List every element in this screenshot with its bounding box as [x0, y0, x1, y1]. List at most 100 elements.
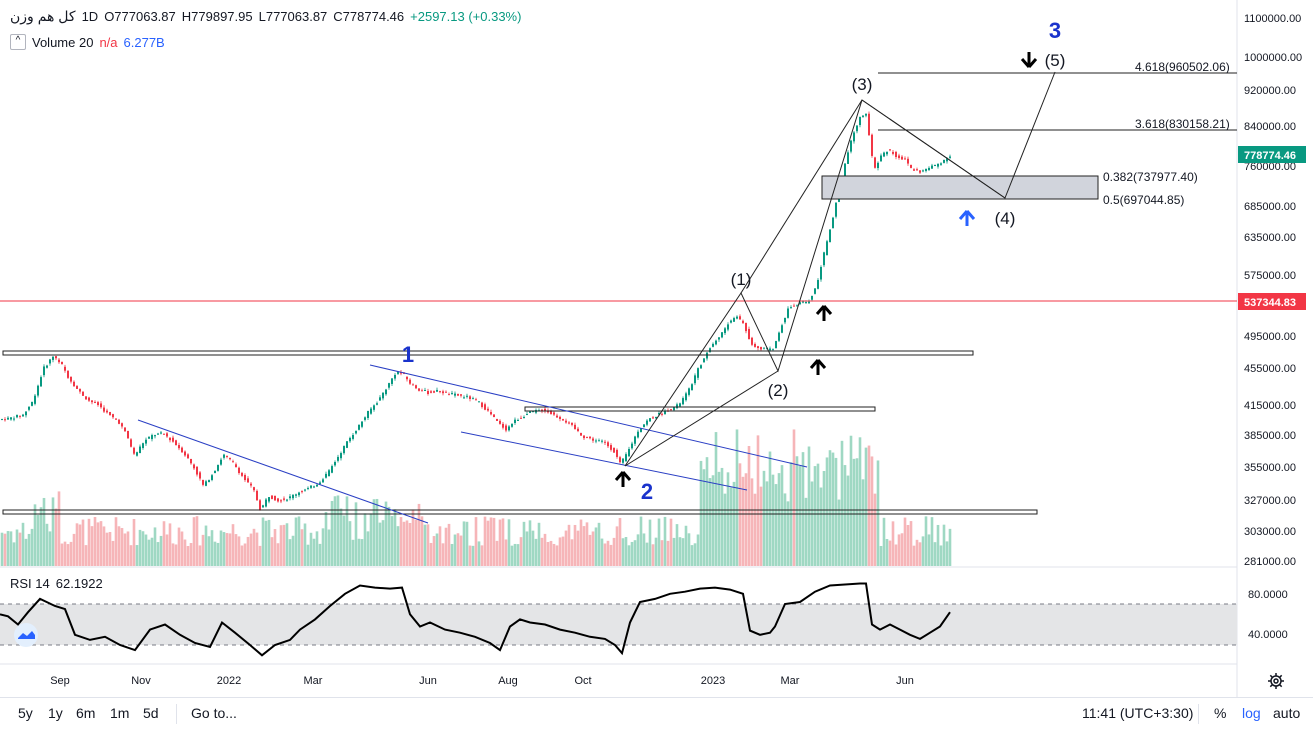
- candle-body: [769, 348, 771, 351]
- volume-bar: [504, 539, 508, 566]
- candle-body: [91, 400, 93, 403]
- range-1y-button[interactable]: 1y: [48, 705, 63, 721]
- wave-channel-b: [740, 99, 863, 294]
- candle-body: [418, 388, 420, 391]
- rsi-label[interactable]: RSI 14: [10, 576, 50, 591]
- time-axis: Sep Nov 2022 Mar Jun Aug Oct 2023 Mar Ju…: [50, 675, 914, 687]
- goto-button[interactable]: Go to...: [191, 705, 237, 721]
- volume-bar: [444, 527, 448, 566]
- volume-bar: [876, 460, 880, 566]
- volume-bar: [363, 513, 367, 566]
- candle-body: [349, 437, 351, 442]
- indicator-eye-icon[interactable]: [14, 623, 38, 647]
- price-tick: 685000.00: [1244, 201, 1296, 213]
- candle-body: [799, 302, 801, 305]
- volume-bar: [756, 435, 760, 566]
- rsi-tick: 40.0000: [1248, 629, 1288, 641]
- range-5d-button[interactable]: 5d: [143, 705, 159, 721]
- rsi-legend[interactable]: RSI 14 62.1922: [10, 576, 103, 591]
- volume-bar: [729, 487, 733, 566]
- candle-body: [319, 482, 321, 485]
- volume-label[interactable]: Volume 20: [32, 34, 94, 50]
- volume-bar: [903, 517, 907, 566]
- volume-bar: [561, 536, 565, 566]
- volume-legend[interactable]: ^ Volume 20 n/a 6.277B: [10, 34, 165, 50]
- volume-bar: [105, 532, 109, 566]
- interval[interactable]: 1D: [81, 9, 99, 24]
- volume-bar: [135, 545, 139, 566]
- candle-body: [439, 391, 441, 393]
- volume-bar: [48, 531, 52, 566]
- collapse-legend-button[interactable]: ^: [10, 34, 26, 50]
- candle-body: [577, 428, 579, 432]
- elliott-wave-path: [624, 71, 1056, 467]
- volume-bar: [282, 524, 286, 566]
- volume-bar: [873, 493, 877, 566]
- candle-body: [505, 425, 507, 431]
- volume-bar: [360, 539, 364, 566]
- volume-bar: [354, 502, 358, 566]
- volume-bar: [573, 524, 577, 566]
- volume-bar: [54, 508, 58, 566]
- volume-bar: [558, 537, 562, 566]
- volume-bar: [663, 516, 667, 566]
- candle-body: [790, 307, 792, 309]
- candle-body: [235, 464, 237, 468]
- candle-body: [241, 472, 243, 476]
- candle-body: [4, 419, 6, 421]
- price-tick: 1100000.00: [1244, 13, 1301, 25]
- log-toggle[interactable]: log: [1242, 705, 1261, 721]
- volume-bar: [417, 503, 421, 566]
- candle-body: [232, 461, 234, 463]
- candle-body: [223, 454, 225, 458]
- candle-body: [352, 434, 354, 439]
- volume-bar: [306, 544, 310, 566]
- volume-bar: [150, 537, 154, 566]
- candle-body: [655, 416, 657, 419]
- symbol-name[interactable]: کل هم وزن: [10, 8, 76, 24]
- candle-body: [712, 343, 714, 347]
- candle-body: [61, 361, 63, 365]
- candle-body: [730, 320, 732, 323]
- volume-bar: [771, 474, 775, 566]
- candle-body: [457, 394, 459, 396]
- range-6m-button[interactable]: 6m: [76, 705, 96, 721]
- candle-body: [679, 403, 681, 407]
- candle-body: [808, 301, 810, 304]
- candle-body: [226, 455, 228, 457]
- volume-bar: [255, 532, 259, 566]
- volume-bar: [96, 522, 100, 566]
- volume-bar: [801, 452, 805, 566]
- candle-body: [121, 423, 123, 427]
- volume-bar: [24, 538, 28, 566]
- volume-bar: [468, 545, 472, 566]
- range-1m-button[interactable]: 1m: [110, 705, 130, 721]
- candle-body: [934, 165, 936, 167]
- auto-toggle[interactable]: auto: [1273, 705, 1301, 721]
- volume-bar: [606, 540, 610, 566]
- volume-bar: [840, 440, 844, 566]
- candle-body: [880, 155, 882, 162]
- range-5y-button[interactable]: 5y: [18, 705, 33, 721]
- percent-toggle[interactable]: %: [1214, 705, 1227, 721]
- volume-bar: [552, 543, 556, 566]
- symbol-legend[interactable]: کل هم وزن 1D O777063.87 H779897.95 L7770…: [10, 8, 521, 25]
- volume-bar: [249, 533, 253, 566]
- time-tick: Aug: [498, 675, 518, 687]
- volume-bar: [246, 536, 250, 566]
- candle-body: [379, 397, 381, 401]
- candle-body: [406, 376, 408, 380]
- candle-body: [85, 396, 87, 400]
- candle-body: [496, 418, 498, 421]
- volume-bar: [804, 497, 808, 566]
- volume-bar: [528, 520, 532, 566]
- timezone-button[interactable]: 11:41 (UTC+3:30): [1082, 705, 1194, 721]
- gear-icon[interactable]: [1267, 672, 1285, 690]
- volume-bar: [798, 466, 802, 566]
- candle-body: [118, 419, 120, 424]
- candle-body: [619, 457, 621, 463]
- volume-bar: [441, 543, 445, 566]
- volume-bar: [405, 520, 409, 566]
- candle-body: [82, 391, 84, 396]
